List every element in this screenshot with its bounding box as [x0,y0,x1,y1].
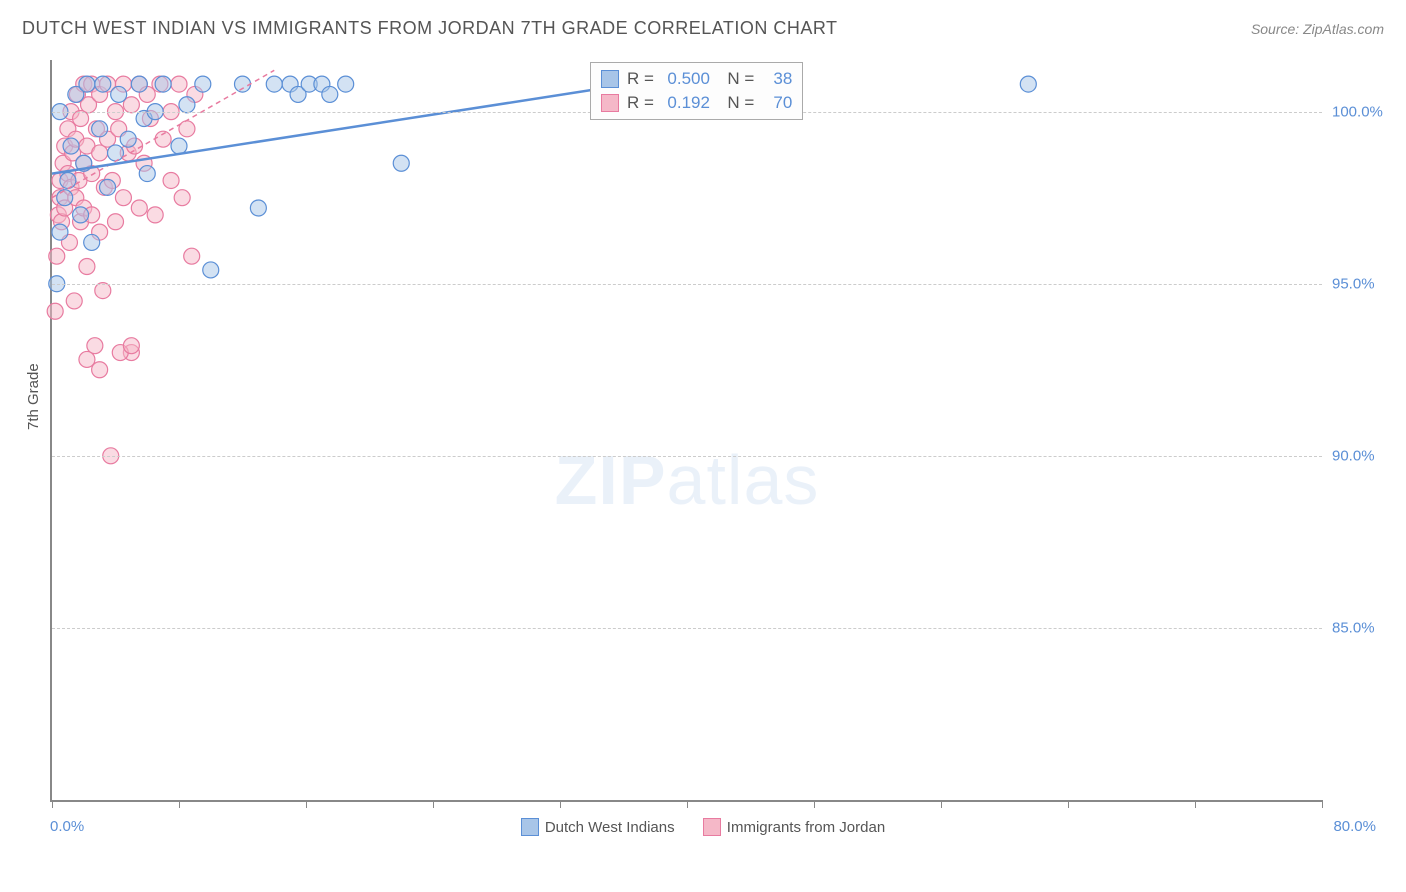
scatter-point [115,190,131,206]
x-tick [52,800,53,808]
stats-swatch-1 [601,70,619,88]
scatter-point [111,86,127,102]
gridline-h [52,456,1322,457]
x-tick [814,800,815,808]
x-tick [941,800,942,808]
scatter-point [120,131,136,147]
scatter-point [203,262,219,278]
scatter-point [108,145,124,161]
legend-label-2: Immigrants from Jordan [727,819,885,836]
scatter-point [131,76,147,92]
scatter-point [171,138,187,154]
stats-r-2: 0.192 [662,93,710,113]
stats-row-2: R = 0.192 N = 70 [601,91,792,115]
scatter-point [79,76,95,92]
stats-row-1: R = 0.500 N = 38 [601,67,792,91]
legend: Dutch West Indians Immigrants from Jorda… [0,818,1406,840]
scatter-point [73,207,89,223]
scatter-point [174,190,190,206]
legend-swatch-1 [521,818,539,836]
scatter-point [95,76,111,92]
scatter-point [1020,76,1036,92]
x-tick [1322,800,1323,808]
stats-n-1: 38 [762,69,792,89]
scatter-point [100,179,116,195]
scatter-point [84,234,100,250]
y-tick-label: 90.0% [1332,447,1392,464]
scatter-point [92,362,108,378]
chart-title: DUTCH WEST INDIAN VS IMMIGRANTS FROM JOR… [22,18,838,39]
title-bar: DUTCH WEST INDIAN VS IMMIGRANTS FROM JOR… [22,18,1384,39]
scatter-point [195,76,211,92]
x-tick [687,800,688,808]
scatter-point [57,190,73,206]
stats-n-2: 70 [762,93,792,113]
y-tick-label: 100.0% [1332,103,1392,120]
scatter-point [322,86,338,102]
stats-r-1: 0.500 [662,69,710,89]
source-label: Source: ZipAtlas.com [1251,21,1384,37]
scatter-point [131,200,147,216]
scatter-point [66,293,82,309]
scatter-point [393,155,409,171]
chart-svg [52,60,1322,800]
gridline-h [52,284,1322,285]
scatter-point [92,121,108,137]
scatter-point [60,172,76,188]
plot-area: ZIPatlas 85.0%90.0%95.0%100.0% [50,60,1322,802]
scatter-point [63,138,79,154]
stats-swatch-2 [601,94,619,112]
gridline-h [52,628,1322,629]
stats-box: R = 0.500 N = 38 R = 0.192 N = 70 [590,62,803,120]
scatter-point [47,303,63,319]
scatter-point [49,248,65,264]
y-axis-label: 7th Grade [25,363,42,430]
legend-item-2: Immigrants from Jordan [703,818,885,836]
scatter-point [184,248,200,264]
scatter-point [95,283,111,299]
x-tick [306,800,307,808]
x-tick [1068,800,1069,808]
legend-label-1: Dutch West Indians [545,819,675,836]
scatter-point [338,76,354,92]
scatter-point [52,224,68,240]
x-tick [560,800,561,808]
scatter-point [155,76,171,92]
scatter-point [79,259,95,275]
scatter-point [139,166,155,182]
scatter-point [171,76,187,92]
x-tick [179,800,180,808]
y-tick-label: 85.0% [1332,619,1392,636]
scatter-point [108,214,124,230]
x-tick [433,800,434,808]
scatter-point [163,172,179,188]
scatter-point [235,76,251,92]
y-tick-label: 95.0% [1332,275,1392,292]
legend-item-1: Dutch West Indians [521,818,675,836]
scatter-point [250,200,266,216]
x-tick [1195,800,1196,808]
scatter-point [266,76,282,92]
scatter-point [123,338,139,354]
scatter-point [147,207,163,223]
scatter-point [179,97,195,113]
legend-swatch-2 [703,818,721,836]
scatter-point [179,121,195,137]
